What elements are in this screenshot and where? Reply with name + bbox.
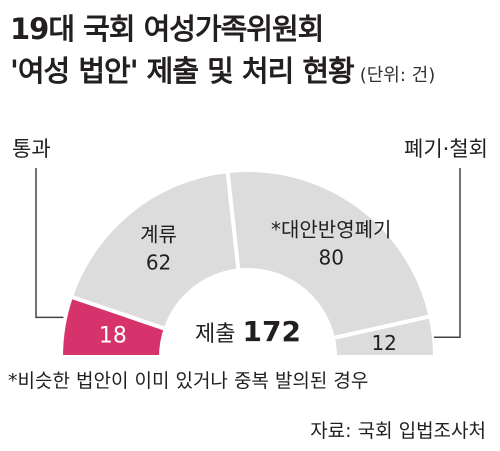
slice-discarded bbox=[330, 313, 438, 359]
center-total-value: 172 bbox=[243, 315, 301, 348]
slice-label-discarded: 폐기·철회 bbox=[404, 137, 488, 161]
chart-title: 19대 국회 여성가족위원회 bbox=[10, 6, 324, 48]
slice-value-discarded: 12 bbox=[371, 331, 396, 355]
slice-value-replaced: 80 bbox=[318, 246, 343, 270]
footnote: *비슷한 법안이 이미 있거나 중복 발의된 경우 bbox=[8, 370, 369, 392]
unit-label: (단위: 건) bbox=[359, 65, 436, 86]
chart-title-line2: '여성 법안' 제출 및 처리 현황 bbox=[10, 54, 355, 88]
chart-title-line1: 19대 국회 여성가족위원회 bbox=[10, 12, 324, 46]
source-note: 자료: 국회 입법조사처 bbox=[310, 420, 486, 442]
leader-line-passed bbox=[35, 168, 64, 319]
slice-replaced bbox=[225, 168, 433, 341]
slice-label-passed: 통과 bbox=[12, 137, 51, 161]
center-total-label: 제출 172 bbox=[195, 315, 301, 348]
chart-title-second-line: '여성 법안' 제출 및 처리 현황 (단위: 건) bbox=[10, 48, 435, 90]
leader-line-discarded bbox=[433, 168, 461, 338]
slice-label-pending: 계류 bbox=[140, 222, 177, 246]
slice-value-passed: 18 bbox=[99, 324, 127, 349]
slice-value-pending: 62 bbox=[146, 250, 171, 274]
slice-pending bbox=[68, 168, 241, 332]
center-label-text: 제출 bbox=[195, 322, 242, 347]
slice-label-replaced: *대안반영폐기 bbox=[271, 218, 391, 242]
